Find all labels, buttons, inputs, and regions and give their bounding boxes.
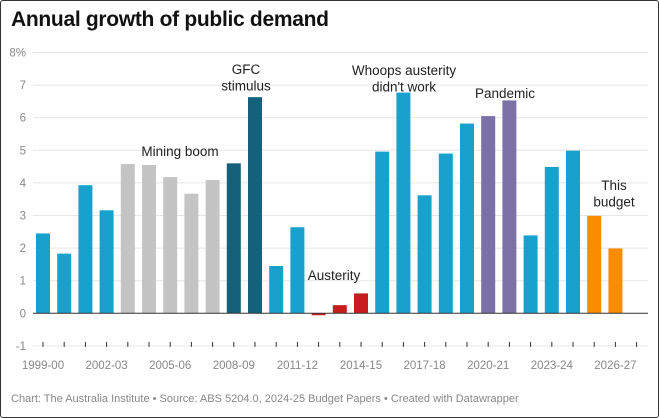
bar-2023-24 [544,166,559,314]
bar-2026-27 [608,248,623,314]
annotation: Mining boom [141,144,218,159]
bar-2017-18 [417,195,432,314]
bar-2003-04 [120,163,135,314]
annotation: budget [593,195,635,210]
y-tick-label: 5 [20,145,26,157]
annotation: Whoops austerity [352,63,457,78]
y-tick-label: 3 [20,211,26,223]
y-tick-label: 4 [20,178,27,190]
x-tick-label: 2005-06 [149,360,191,372]
bar-2016-17 [396,92,411,314]
x-tick-label: 2014-15 [340,360,382,372]
bar-2007-08 [205,179,220,314]
bar-2025-26 [587,215,602,314]
x-tick-label: 2020-21 [467,360,509,372]
y-tick-label: 0 [20,308,26,320]
x-tick-label: 2008-09 [213,360,255,372]
bar-2014-15 [354,293,368,314]
bar-2012-13 [311,313,326,316]
annotation: This [601,178,627,193]
annotation: stimulus [221,79,271,94]
bar-2024-25 [566,150,580,314]
y-tick-label: 8% [9,48,26,60]
bar-2002-03 [99,210,114,314]
bar-2011-12 [290,227,305,314]
y-tick-label: -1 [16,341,26,353]
y-tick-label: 1 [20,276,26,288]
x-tick-label: 2011-12 [277,360,318,372]
bar-2019-20 [460,123,474,314]
annotation: Pandemic [475,86,535,101]
bar-2010-11 [269,266,284,314]
y-tick-label: 6 [20,113,26,125]
x-tick-label: 2026-27 [594,360,636,372]
x-tick-label: 2002-03 [85,360,127,372]
chart-title: Annual growth of public demand [11,8,329,31]
bar-2000-01 [57,253,72,314]
bar-2008-09 [226,163,241,314]
annotation: didn't work [372,80,436,95]
y-tick-label: 2 [20,243,26,255]
bar-2009-10 [248,97,262,314]
x-tick-label: 2017-18 [403,360,445,372]
annotation: GFC [232,62,261,77]
x-tick-label: 2023-24 [531,360,574,372]
bar-2005-06 [163,177,178,314]
bar-2021-22 [502,100,517,314]
bar-1999-00 [36,233,50,314]
bar-2006-07 [184,193,199,314]
bar-2004-05 [142,164,156,314]
bar-2001-02 [78,185,93,314]
annotation: Austerity [308,268,361,283]
bar-2018-19 [438,153,453,314]
chart-footer: Chart: The Australia Institute • Source:… [11,393,519,405]
bar-2022-23 [523,235,538,314]
x-tick-label: 1999-00 [22,360,64,372]
y-tick-label: 7 [20,80,26,92]
bar-2015-16 [375,151,390,314]
bar-2013-14 [332,305,347,314]
bar-2020-21 [481,116,496,314]
